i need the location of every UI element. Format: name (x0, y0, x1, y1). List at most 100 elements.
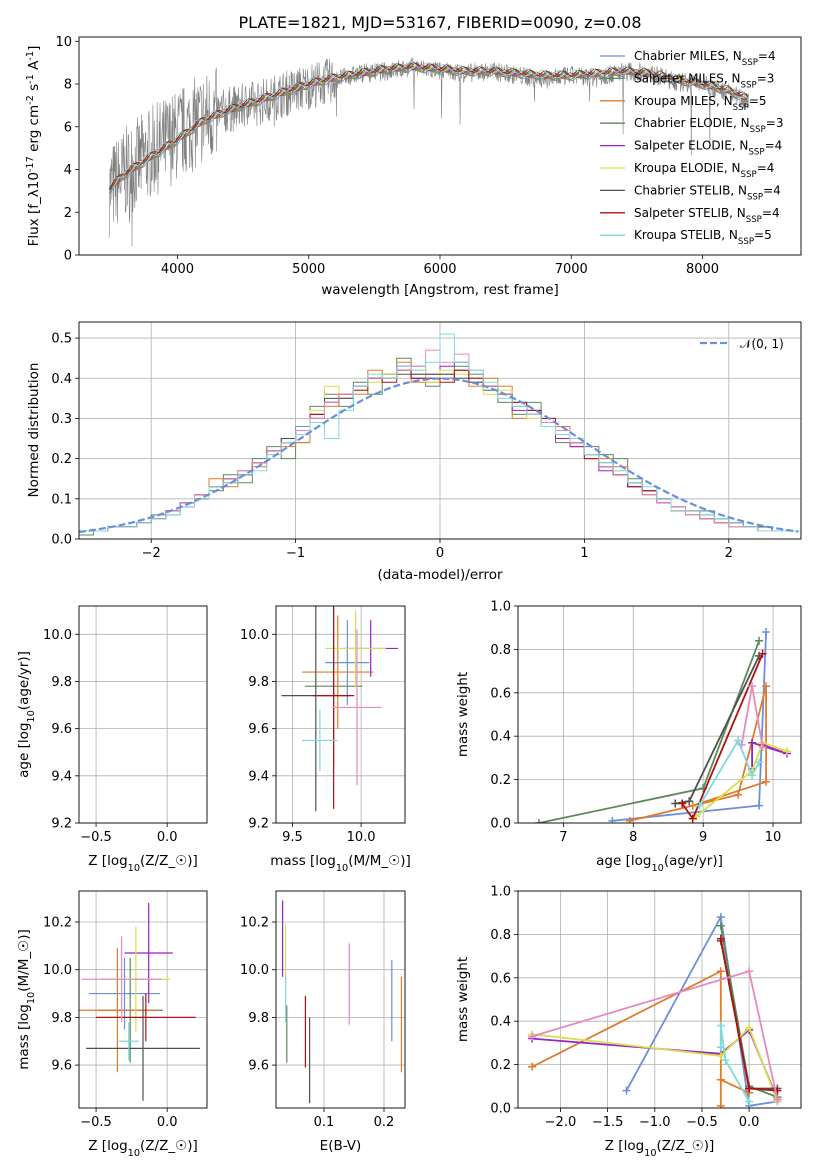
y-tick-label: 8 (64, 78, 72, 93)
legend-label: Kroupa STELIB, NSSP=5 (634, 228, 772, 247)
plus-marker (758, 649, 767, 658)
model-spectrum-line (108, 62, 749, 190)
x-tick-label: 8 (629, 830, 637, 845)
legend-label: Salpeter MILES, NSSP=3 (634, 71, 774, 90)
y-tick-label: 0.2 (490, 773, 511, 788)
x-tick-label: −0.5 (80, 1115, 112, 1130)
x-tick-label: 0 (436, 546, 444, 561)
plus-marker (762, 682, 771, 691)
mass-weight-plot (534, 628, 792, 823)
y-tick-label: 0.1 (51, 492, 72, 507)
x-tick-label: 0.0 (157, 1115, 178, 1130)
xlabel: mass [log10(M/M_☉)] (270, 853, 411, 874)
plus-marker (716, 1043, 725, 1052)
mass-weight-plot (528, 913, 782, 1108)
spectrum-axes (75, 40, 703, 259)
errorbar-axes (75, 891, 207, 1112)
x-tick-label: 0.0 (739, 1115, 760, 1130)
xlabel: Z [log10(Z/Z_☉)] (605, 1138, 714, 1159)
plus-marker (685, 797, 694, 806)
histogram-xlabel: (data-model)/error (377, 567, 503, 583)
y-tick-label: 0.2 (51, 452, 72, 467)
y-tick-label: 0.4 (490, 1015, 511, 1030)
plus-marker (755, 801, 764, 810)
errorbar-axes (75, 606, 207, 827)
x-tick-label: −1.0 (639, 1115, 671, 1130)
y-tick-label: 0.0 (51, 533, 72, 548)
mass-weight-line (751, 741, 788, 769)
errorbar-plot (281, 606, 399, 812)
legend-label: Chabrier STELIB, NSSP=4 (634, 183, 781, 202)
y-tick-label: 10 (55, 35, 72, 50)
spectrum-title: PLATE=1821, MJD=53167, FIBERID=0090, z=0… (238, 13, 641, 32)
y-tick-label: 10.0 (43, 963, 72, 978)
y-tick-label: 0.0 (490, 1102, 511, 1117)
plus-marker (745, 967, 754, 976)
axes-frame (78, 321, 802, 540)
y-tick-label: 0.6 (490, 971, 511, 986)
y-tick-label: 9.2 (51, 817, 72, 832)
legend-label: Kroupa ELODIE, NSSP=4 (634, 161, 774, 180)
axes-frame (78, 36, 802, 256)
mass-weight-line (698, 738, 760, 807)
histogram-plot (79, 333, 801, 539)
y-tick-label: 2 (64, 206, 72, 221)
plus-marker (716, 1051, 725, 1060)
axes-frame (275, 890, 406, 1109)
plus-marker (762, 628, 771, 637)
ylabel: mass weight (455, 957, 471, 1042)
legend-label: Salpeter STELIB, NSSP=4 (634, 206, 780, 225)
y-tick-label: 9.6 (248, 1059, 269, 1074)
plus-marker (755, 636, 764, 645)
plus-marker (678, 799, 687, 808)
y-tick-label: 10.2 (240, 916, 269, 931)
plus-marker (716, 921, 725, 930)
plus-marker (671, 799, 680, 808)
x-tick-label: −1 (286, 546, 305, 561)
y-tick-label: 0.4 (51, 372, 72, 387)
y-tick-label: 4 (64, 163, 72, 178)
x-tick-label: 0.0 (157, 830, 178, 845)
mass-weight-line (612, 631, 767, 822)
axes-frame (78, 890, 208, 1109)
x-tick-label: −0.5 (80, 830, 112, 845)
plus-marker (748, 771, 757, 780)
legend-label: 𝒩(0, 1) (740, 337, 784, 351)
normal-curve (79, 377, 799, 534)
x-tick-label: −2.0 (545, 1115, 577, 1130)
y-tick-label: 0 (64, 249, 72, 264)
x-tick-label: 10.0 (347, 830, 376, 845)
plus-marker (716, 1075, 725, 1084)
y-tick-label: 0.0 (490, 817, 511, 832)
axes-frame (517, 605, 802, 824)
plus-marker (758, 743, 767, 752)
spectrum-ylabel: Flux [f_λ10-17 erg cm-2 s-1 A-1] (25, 46, 43, 247)
x-tick-label: 7 (559, 830, 567, 845)
errorbar-axes (272, 891, 405, 1112)
legend-label: Kroupa MILES, NSSP=5 (634, 94, 767, 113)
errorbar-plot (79, 902, 200, 1101)
y-tick-label: 9.2 (248, 817, 269, 832)
y-tick-label: 1.0 (490, 885, 511, 900)
plus-marker (755, 758, 764, 767)
errorbar-axes (272, 606, 405, 827)
ylabel: mass [log10(M/M_☉)] (16, 929, 37, 1070)
y-tick-label: 0.2 (490, 1058, 511, 1073)
xlabel: Z [log10(Z/Z_☉)] (88, 853, 197, 874)
x-tick-label: 0.1 (314, 1115, 335, 1130)
legend-label: Salpeter ELODIE, NSSP=4 (634, 139, 782, 158)
plus-marker (773, 1095, 782, 1104)
plus-marker (716, 967, 725, 976)
x-tick-label: 2 (725, 546, 733, 561)
xlabel: E(B-V) (320, 1138, 362, 1154)
plus-marker (716, 913, 725, 922)
spectrum-plot (108, 57, 749, 247)
spectrum-xlabel: wavelength [Angstrom, rest frame] (321, 282, 559, 298)
y-tick-label: 9.8 (51, 1011, 72, 1026)
plus-marker (748, 738, 757, 747)
y-tick-label: 9.6 (51, 722, 72, 737)
x-tick-label: 0.2 (374, 1115, 395, 1130)
x-tick-label: 1 (580, 546, 588, 561)
plus-marker (716, 1101, 725, 1108)
y-tick-label: 9.4 (51, 769, 72, 784)
